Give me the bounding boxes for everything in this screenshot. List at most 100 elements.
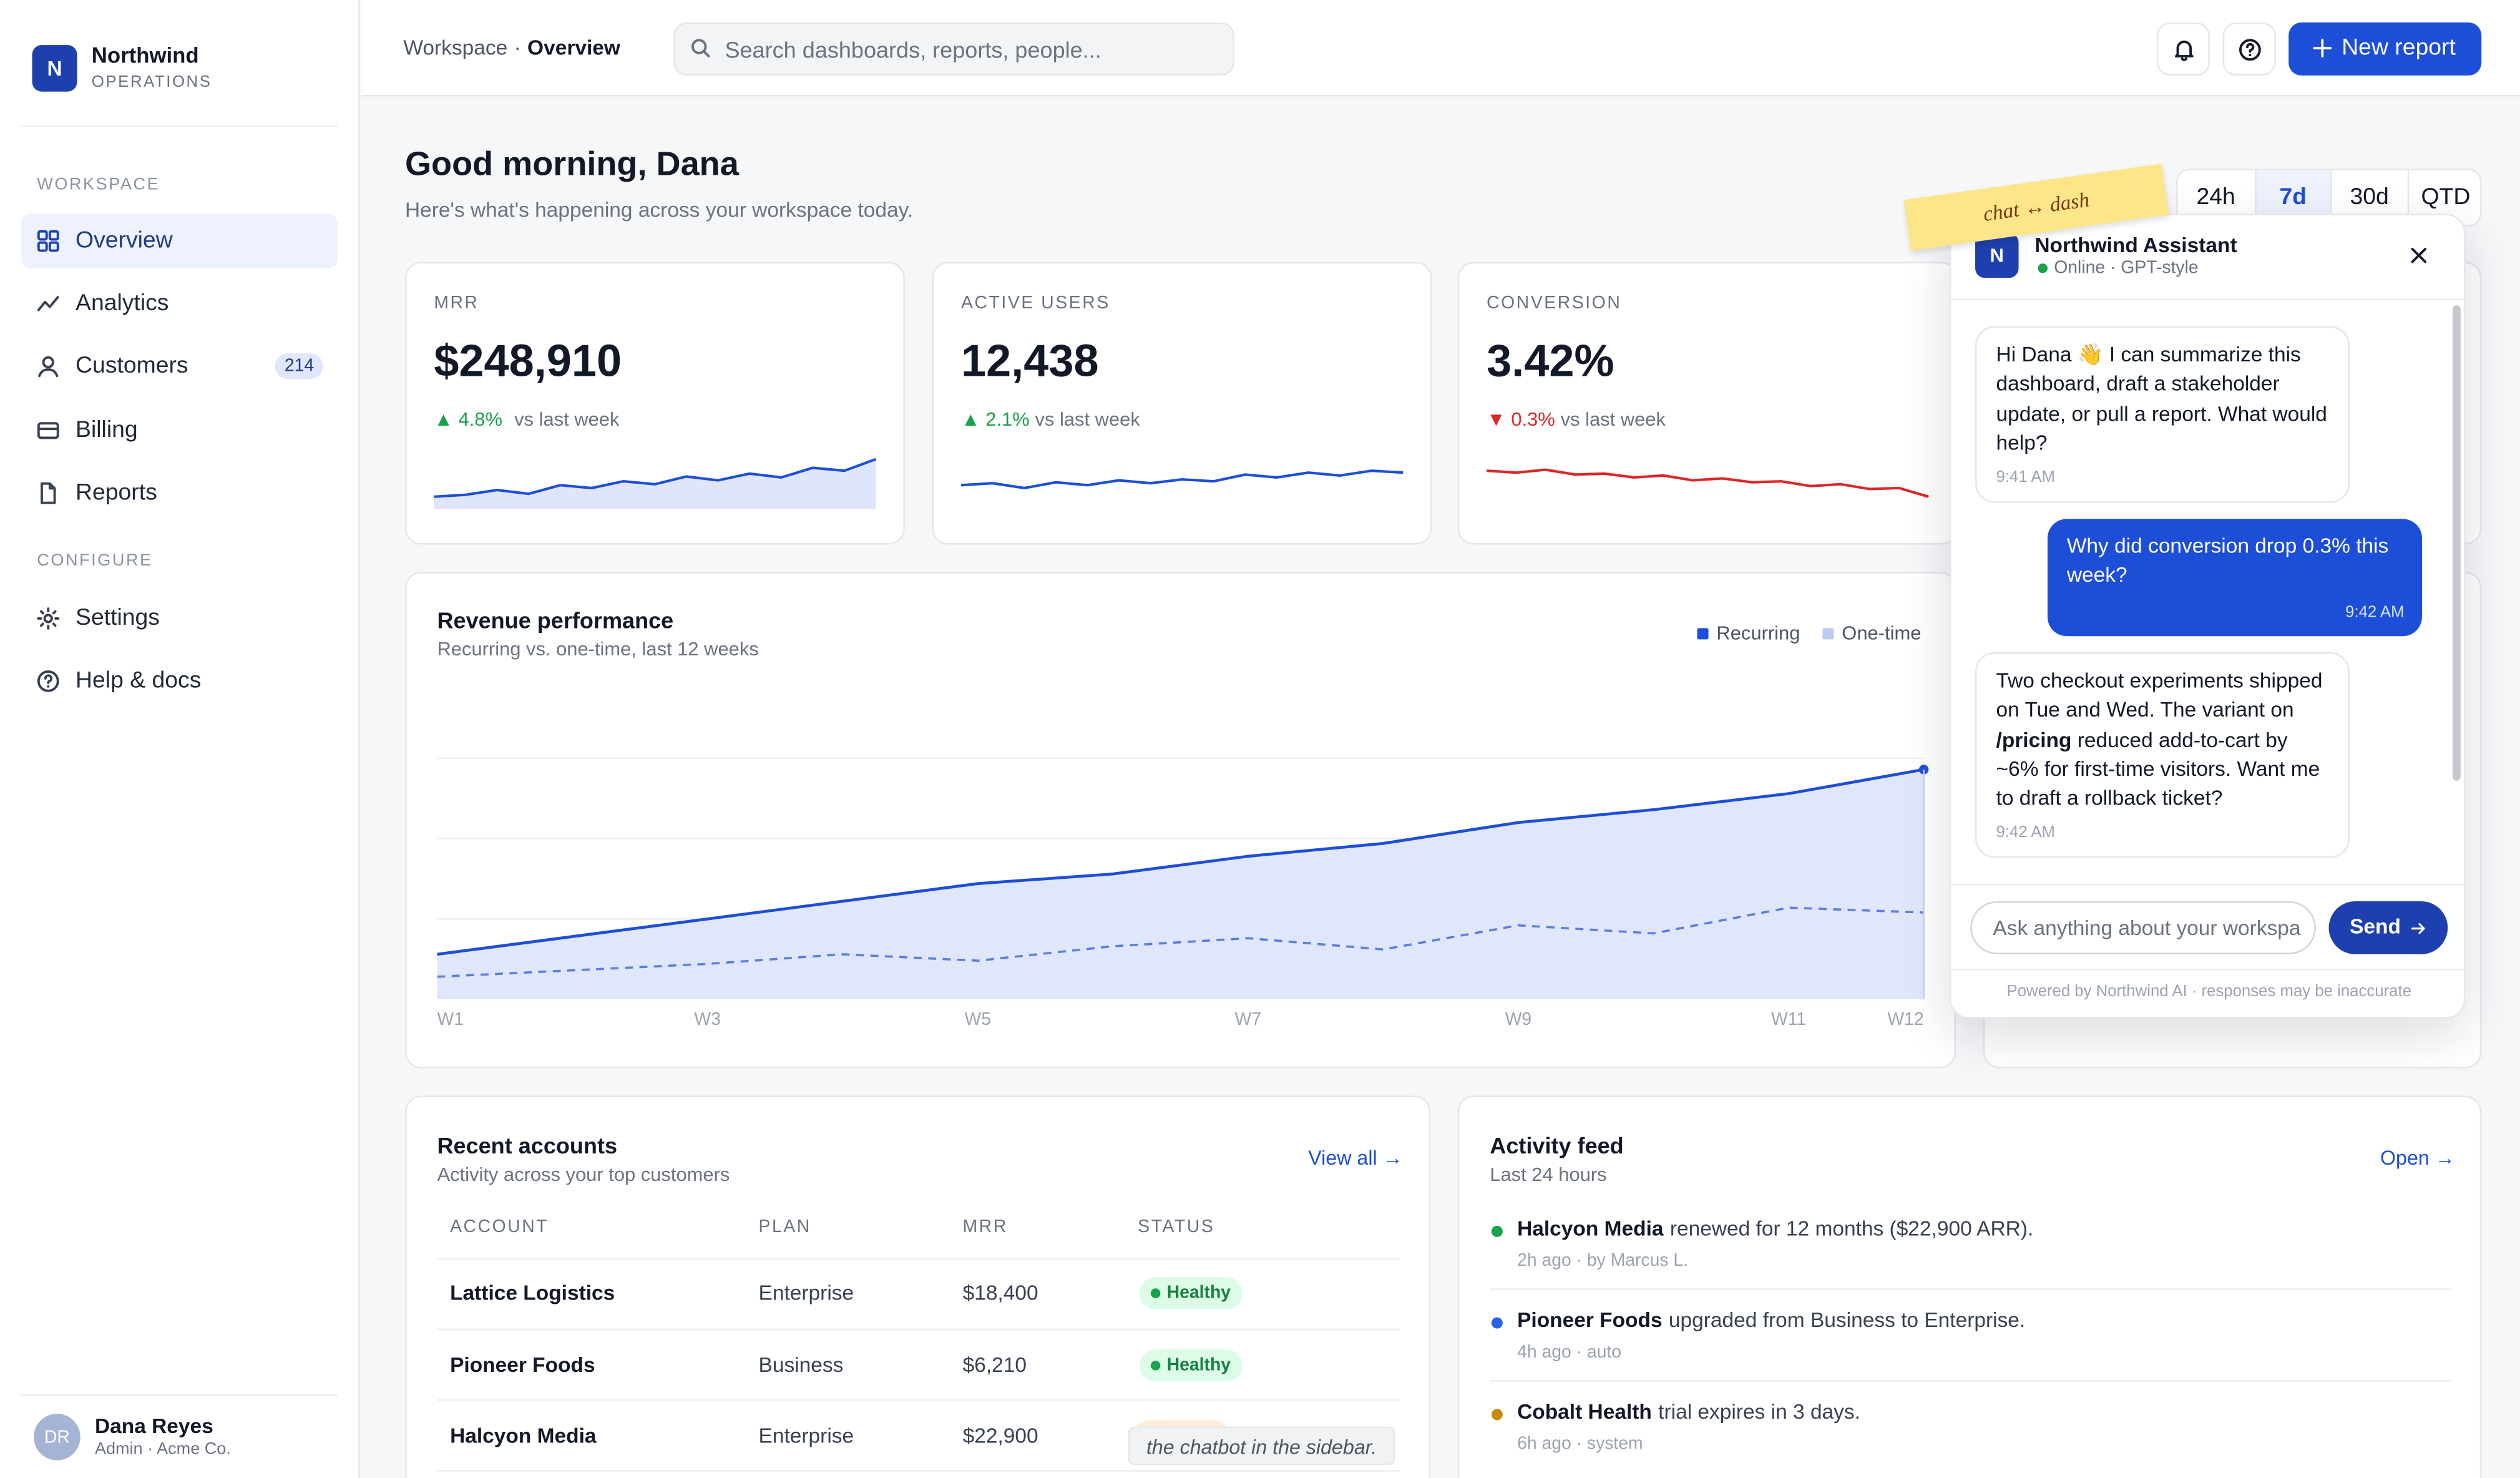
icon bbox=[691, 39, 710, 58]
chart-title: Revenue performance bbox=[437, 607, 674, 634]
chat-text-part: Two checkout experiments shipped on Tue … bbox=[1996, 668, 2323, 722]
icon bbox=[37, 422, 59, 439]
divider bbox=[1951, 883, 2464, 886]
notifications-button[interactable] bbox=[2157, 22, 2210, 76]
revenue-chart: W1 W3 W5 W7 W9 W11 W12 bbox=[437, 757, 1929, 1029]
column-header: MRR bbox=[962, 1218, 1008, 1237]
divider bbox=[1951, 969, 2464, 971]
chart-subtitle: Recurring vs. one-time, last 12 weeks bbox=[437, 637, 759, 660]
icon bbox=[2175, 41, 2194, 61]
icon bbox=[2239, 39, 2261, 61]
divider bbox=[19, 125, 338, 127]
table-cell: Pioneer Foods bbox=[450, 1351, 595, 1376]
chat-input-placeholder: Ask anything about your workspa bbox=[1993, 916, 2301, 940]
kpi-delta: ▲ 4.8% bbox=[434, 408, 502, 431]
new-report-button[interactable]: New report bbox=[2288, 22, 2482, 76]
icon-part bbox=[37, 241, 48, 252]
breadcrumb-sep: · bbox=[514, 35, 521, 60]
icon-part bbox=[48, 230, 59, 241]
online-dot bbox=[2038, 263, 2048, 273]
status-badge: Healthy bbox=[1139, 1277, 1243, 1309]
help-button[interactable] bbox=[2222, 22, 2276, 76]
table-cell: Halcyon Media bbox=[450, 1423, 597, 1448]
sparkline-line bbox=[1487, 468, 1929, 498]
x-tick-label: W3 bbox=[694, 1009, 720, 1029]
nav-item[interactable]: Settings bbox=[21, 591, 337, 646]
table-cell: Enterprise bbox=[758, 1423, 854, 1448]
kpi-card: ACTIVE USERS 12,438 ▲ 2.1% vs last week bbox=[932, 262, 1432, 545]
open-link[interactable]: Open → bbox=[2380, 1147, 2455, 1170]
series-line bbox=[437, 768, 1925, 956]
assistant-name: Northwind Assistant bbox=[2034, 233, 2237, 257]
divider bbox=[19, 1394, 338, 1396]
icon-part bbox=[48, 241, 59, 252]
x-tick-label: W9 bbox=[1505, 1009, 1531, 1029]
breadcrumb: Workspace · Overview bbox=[403, 32, 620, 64]
nav-item[interactable]: Billing bbox=[21, 403, 337, 458]
card-title: Recent accounts bbox=[437, 1132, 618, 1158]
activity-text: Pioneer Foods upgraded from Business to E… bbox=[1517, 1304, 2025, 1336]
row-divider bbox=[437, 1258, 1400, 1260]
nav-label: Customers bbox=[76, 353, 188, 379]
chat-text-part: Hi Dana 👋 I can summarize this dashboard… bbox=[1996, 342, 2327, 455]
activity-text: Cobalt Health trial expires in 3 days. bbox=[1517, 1396, 1860, 1428]
nav-item[interactable]: Analytics bbox=[21, 277, 337, 331]
nav-item[interactable]: Overview bbox=[21, 213, 338, 268]
icon bbox=[37, 230, 59, 252]
search-box[interactable]: Search dashboards, reports, people... bbox=[673, 22, 1234, 76]
table-cell: $6,210 bbox=[962, 1351, 1027, 1376]
nav-label: Help & docs bbox=[76, 668, 202, 694]
view-all-link[interactable]: View all → bbox=[1308, 1147, 1403, 1170]
icon-part bbox=[37, 422, 59, 439]
new-report-label: New report bbox=[2342, 35, 2456, 61]
chat-text: Two checkout experiments shipped on Tue … bbox=[1996, 667, 2329, 813]
brand-name: Northwind bbox=[91, 43, 199, 68]
nav-item[interactable]: Reports bbox=[21, 466, 337, 521]
x-tick-label: W12 bbox=[1887, 1009, 1923, 1029]
icon-part bbox=[43, 614, 53, 624]
assistant-panel: N Northwind Assistant Online · GPT-style Hi… bbox=[1949, 213, 2466, 1019]
close-button[interactable] bbox=[2406, 243, 2431, 268]
search-placeholder: Search dashboards, reports, people... bbox=[725, 37, 1101, 63]
kpi-delta: ▼ 0.3% bbox=[1487, 408, 1555, 431]
legend-swatch bbox=[1822, 628, 1834, 640]
send-label: Send bbox=[2350, 914, 2401, 939]
chat-time: 9:42 AM bbox=[2345, 604, 2405, 622]
nav-label: Billing bbox=[76, 418, 138, 444]
row-divider bbox=[1490, 1288, 2451, 1290]
kpi-card: MRR $248,910 ▲ 4.8% vs last week bbox=[404, 262, 905, 545]
send-button[interactable]: Send bbox=[2328, 901, 2448, 954]
kpi-label: MRR bbox=[434, 294, 479, 313]
row-divider bbox=[1490, 1379, 2451, 1382]
icon bbox=[37, 607, 60, 630]
legend-swatch bbox=[1697, 628, 1709, 640]
row-divider bbox=[437, 1399, 1400, 1401]
icon-part bbox=[44, 674, 53, 688]
status-label: Healthy bbox=[1166, 1283, 1231, 1303]
kpi-compare: vs last week bbox=[514, 408, 620, 431]
breadcrumb-parent[interactable]: Workspace bbox=[403, 35, 508, 60]
icon-part bbox=[2175, 41, 2194, 61]
kpi-value: 3.42% bbox=[1487, 335, 1614, 386]
icon-part bbox=[37, 230, 48, 241]
nav-item[interactable]: Customers 214 bbox=[21, 339, 337, 394]
accounts-card: Recent accounts Activity across your top … bbox=[404, 1095, 1431, 1478]
icon bbox=[38, 356, 59, 378]
column-header: STATUS bbox=[1138, 1218, 1215, 1237]
brand-sub: OPERATIONS bbox=[91, 74, 212, 92]
assistant-status: Online · GPT-style bbox=[2054, 258, 2199, 278]
icon-part bbox=[703, 50, 710, 58]
column-header: PLAN bbox=[758, 1218, 811, 1237]
icon bbox=[37, 670, 59, 692]
status-badge: Healthy bbox=[1139, 1348, 1243, 1381]
activity-meta: 6h ago · system bbox=[1517, 1434, 1643, 1454]
x-tick-label: W7 bbox=[1235, 1009, 1261, 1029]
activity-subject: Pioneer Foods bbox=[1517, 1308, 1663, 1332]
chat-text-part: reduced add-to-cart by ~6% for first-tim… bbox=[1996, 727, 2320, 810]
nav-label: Settings bbox=[76, 605, 160, 632]
chat-input[interactable]: Ask anything about your workspa bbox=[1970, 901, 2317, 954]
chat-text: Why did conversion drop 0.3% this week? bbox=[2067, 532, 2403, 590]
nav-item[interactable]: Help & docs bbox=[21, 654, 337, 709]
nav-label: Analytics bbox=[76, 290, 169, 317]
